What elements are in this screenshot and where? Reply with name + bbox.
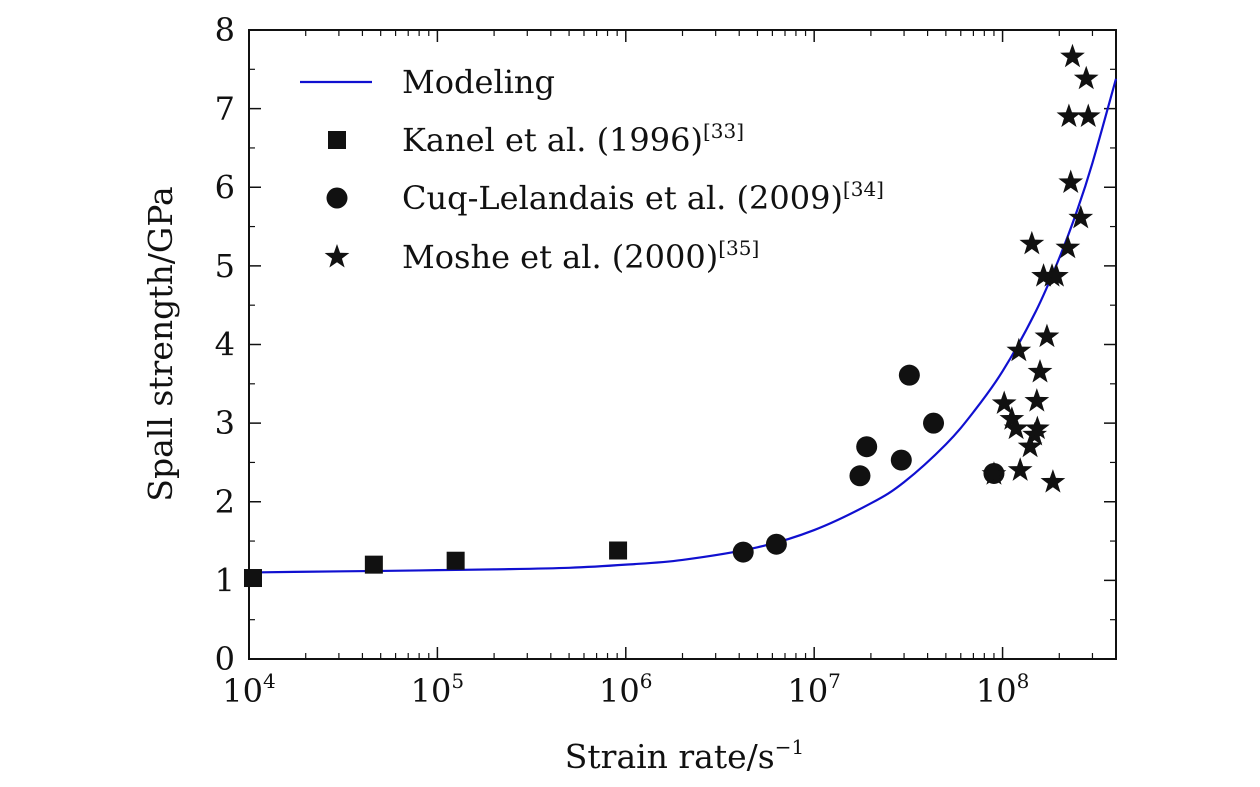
plot-area: 0 1 2 3 4 5 6 7 8 104 105 106 107 108	[215, 11, 1118, 710]
star-data-point	[991, 390, 1017, 414]
x-tick-label: 107	[787, 669, 840, 710]
series-layer	[243, 43, 1118, 588]
x-tick-label: 106	[599, 669, 652, 710]
modeling-curve	[248, 78, 1118, 574]
legend-item: Moshe et al. (2000)[35]	[324, 236, 759, 276]
star-data-point	[1058, 169, 1084, 194]
circle-data-point	[923, 412, 945, 434]
x-axis-label: Strain rate/s−1	[565, 735, 804, 776]
y-axis-label: Spall strength/GPa	[141, 186, 180, 501]
circle-data-point	[849, 465, 871, 487]
square-data-point	[609, 541, 628, 560]
legend-circle-marker	[326, 187, 348, 209]
circle-data-point	[732, 541, 754, 563]
legend-label: Kanel et al. (1996)[33]	[402, 119, 744, 159]
star-data-point	[981, 461, 1007, 485]
legend-star-marker	[324, 244, 350, 268]
star-data-point	[1006, 337, 1032, 362]
legend-label: Modeling	[402, 63, 555, 101]
circle-data-point	[856, 436, 878, 458]
legend-item: Cuq-Lelandais et al. (2009)[34]	[326, 177, 884, 217]
star-data-point	[1060, 43, 1085, 68]
y-tick-label: 6	[215, 168, 235, 206]
square-data-point	[243, 569, 262, 588]
y-axis-ticks: 0 1 2 3 4 5 6 7 8	[215, 11, 1116, 678]
square-data-point	[446, 551, 465, 570]
x-axis-label-base: Strain rate/s	[565, 737, 775, 776]
y-tick-label: 5	[215, 247, 235, 285]
star-data-point	[999, 406, 1025, 430]
y-tick-label: 2	[215, 483, 235, 521]
x-axis-ticks: 104 105 106 107 108	[222, 30, 1094, 710]
star-data-point	[1056, 103, 1082, 127]
y-tick-label: 1	[215, 561, 235, 599]
x-tick-label: 105	[411, 669, 464, 710]
x-tick-label: 108	[976, 669, 1029, 710]
circle-data-point	[898, 364, 920, 386]
star-data-point	[1044, 263, 1069, 287]
legend-label: Moshe et al. (2000)[35]	[402, 236, 759, 276]
star-data-point	[1034, 323, 1060, 348]
star-data-point	[1068, 204, 1094, 229]
legend-label: Cuq-Lelandais et al. (2009)[34]	[402, 177, 884, 217]
y-tick-label: 7	[215, 90, 235, 128]
circle-data-point	[890, 449, 912, 471]
star-data-point	[1025, 415, 1050, 440]
star-data-point	[1003, 415, 1029, 440]
star-data-point	[1027, 359, 1053, 383]
x-axis-label-exponent: −1	[775, 735, 804, 759]
star-data-point	[1055, 234, 1081, 259]
legend-item: Modeling	[300, 63, 555, 101]
star-data-point	[1040, 469, 1066, 493]
square-data-point	[364, 555, 383, 574]
y-tick-label: 0	[215, 640, 235, 678]
y-tick-label: 3	[215, 404, 235, 442]
star-data-point	[1007, 457, 1033, 481]
y-tick-label: 8	[215, 11, 235, 49]
legend-item: Kanel et al. (1996)[33]	[328, 119, 744, 159]
x-tick-label: 104	[222, 669, 275, 710]
star-data-point	[1024, 388, 1050, 412]
star-data-point	[1019, 230, 1045, 255]
y-tick-label: 4	[215, 326, 235, 364]
legend-square-marker	[328, 131, 346, 149]
legend: Modeling Kanel et al. (1996)[33] Cuq-Lelan…	[300, 63, 884, 276]
star-data-point	[1075, 103, 1101, 127]
circle-data-point	[765, 533, 787, 555]
star-data-point	[1017, 433, 1043, 458]
star-data-point	[1073, 65, 1099, 90]
